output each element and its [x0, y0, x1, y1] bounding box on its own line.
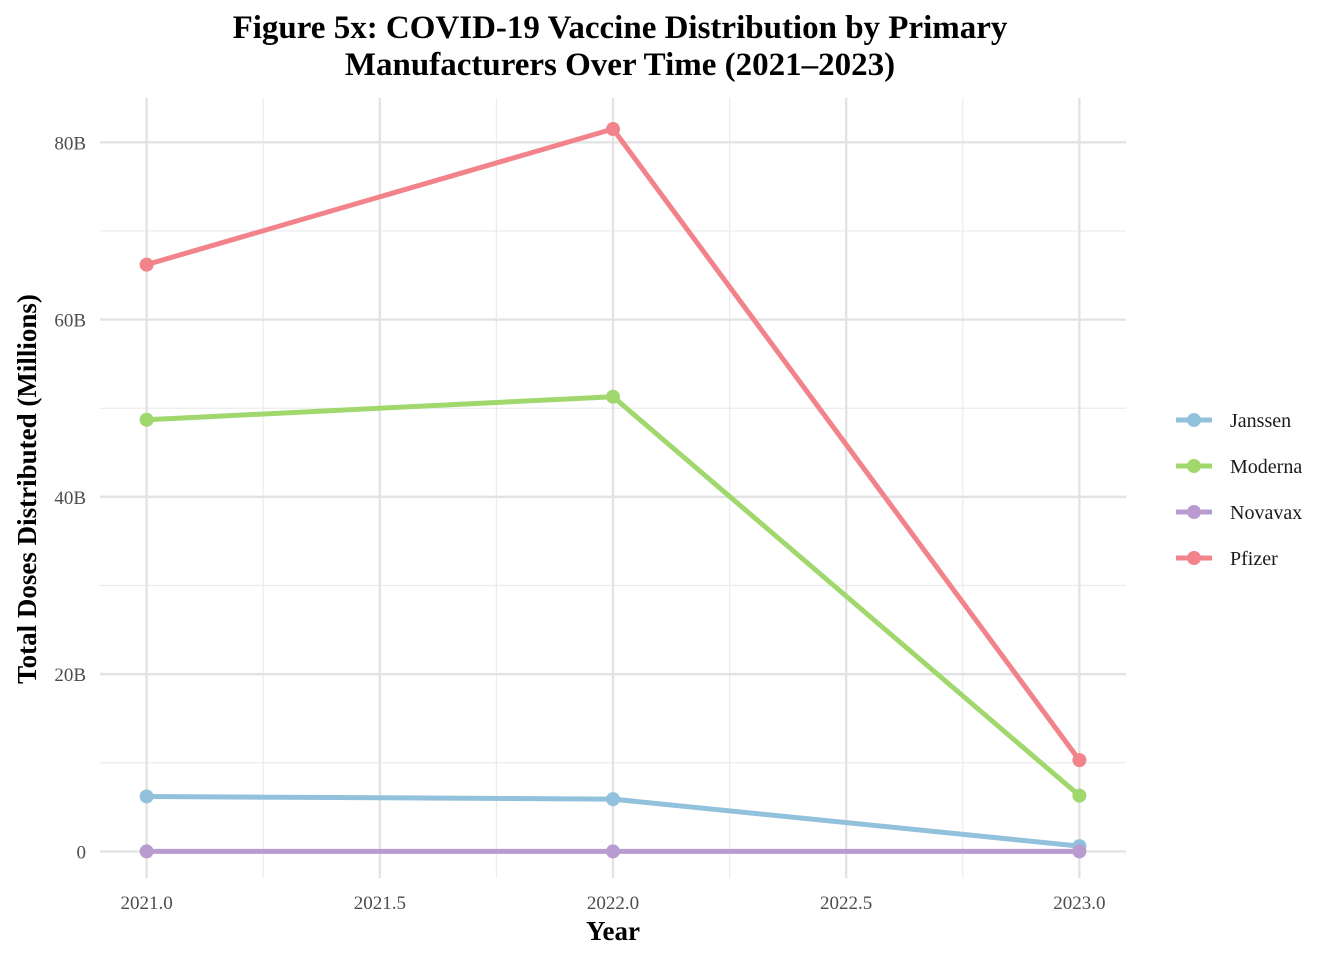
data-point-pfizer [1072, 753, 1087, 768]
y-tick-label: 60B [54, 311, 86, 332]
data-point-novavax [139, 844, 154, 859]
legend-marker-pfizer [1187, 551, 1201, 565]
y-tick-label: 0 [77, 842, 87, 863]
x-tick-label: 2021.5 [354, 893, 406, 914]
y-tick-label: 80B [54, 133, 86, 154]
legend-label-novavax: Novavax [1230, 502, 1302, 524]
data-point-janssen [139, 789, 154, 804]
data-point-moderna [139, 412, 154, 427]
y-tick-label: 20B [54, 665, 86, 686]
x-tick-label: 2022.5 [820, 893, 872, 914]
x-axis-title: Year [586, 916, 640, 946]
chart-title-line-2: Manufacturers Over Time (2021–2023) [344, 47, 896, 83]
data-point-moderna [606, 389, 620, 404]
data-point-novavax [606, 844, 620, 859]
legend-label-janssen: Janssen [1230, 410, 1291, 432]
data-point-janssen [606, 792, 620, 807]
legend-label-pfizer: Pfizer [1230, 548, 1278, 570]
chart-title: Figure 5x: COVID-19 Vaccine Distribution… [100, 10, 1140, 84]
legend-label-moderna: Moderna [1230, 456, 1302, 478]
data-point-pfizer [606, 122, 620, 137]
x-tick-label: 2022.0 [587, 893, 639, 914]
data-point-novavax [1072, 844, 1087, 859]
major-gridlines [100, 98, 1126, 878]
data-point-pfizer [139, 257, 154, 272]
data-point-moderna [1072, 788, 1087, 803]
y-axis-tick-labels: 0 20B 40B 60B 80B [54, 133, 86, 863]
y-tick-label: 40B [54, 488, 86, 509]
chart-title-line-1: Figure 5x: COVID-19 Vaccine Distribution… [232, 10, 1008, 46]
x-axis-tick-labels: 2021.0 2021.5 2022.0 2022.5 2023.0 [121, 893, 1106, 914]
series-points [139, 122, 1087, 859]
legend-marker-novavax [1187, 505, 1201, 519]
x-tick-label: 2021.0 [121, 893, 173, 914]
legend-marker-janssen [1187, 413, 1201, 427]
legend: Janssen Moderna Novavax Pfizer [1176, 410, 1302, 570]
y-axis-title: Total Doses Distributed (Millions) [12, 294, 42, 684]
x-tick-label: 2023.0 [1053, 893, 1105, 914]
legend-marker-moderna [1187, 459, 1201, 473]
